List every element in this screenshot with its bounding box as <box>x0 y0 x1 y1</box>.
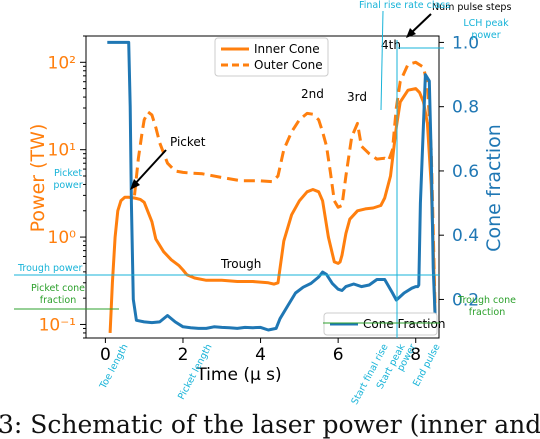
x-tick-label: 8 <box>410 345 421 365</box>
picket-arrowhead <box>130 179 140 190</box>
legend-bottom-box <box>323 312 438 336</box>
left-axis-ticks: 10⁻¹ 10⁰ 10¹ 10² <box>39 35 86 339</box>
left-tick-label: 10⁻¹ <box>39 315 76 335</box>
annotation-2nd: 2nd <box>301 87 324 101</box>
plot-frame <box>85 35 440 339</box>
figure-caption: 3: Schematic of the laser power (inner a… <box>0 410 540 439</box>
x-tick-label: 6 <box>333 345 344 365</box>
right-tick-label: 1.0 <box>452 33 479 53</box>
right-tick-label: 0.6 <box>452 162 479 182</box>
annotation-picket-power-line2: power <box>53 180 82 191</box>
annotation-4th: 4th <box>381 38 401 52</box>
series-line-cone-fraction <box>107 40 437 332</box>
x-tick-label: 0 <box>100 345 111 365</box>
green-annotations: Picket cone fraction Trough cone fractio… <box>14 283 516 324</box>
left-tick-label: 10¹ <box>48 141 76 161</box>
right-tick-label: 0.8 <box>452 98 479 118</box>
final-rise-rate-marker <box>380 10 384 111</box>
pulse-steps-arrowhead <box>406 28 416 38</box>
annotation-lch-peak-power-line2: power <box>471 30 500 41</box>
x-tick-label: 4 <box>255 345 266 365</box>
right-tick-label: 0.4 <box>452 226 479 246</box>
series-line-outer-cone <box>133 60 437 310</box>
picket-arrow-line <box>132 149 167 187</box>
annotation-trough-cone-fraction-line1: Trough cone <box>457 295 516 306</box>
legend-label-cone-fraction: Cone Fraction <box>363 317 445 331</box>
x-tick-label: 2 <box>178 345 189 365</box>
series-layer <box>107 40 437 333</box>
cyan-annotations: Final rise rate class LCH peak power Pic… <box>14 0 509 338</box>
annotation-picket-cone-fraction-line2: fraction <box>40 295 77 306</box>
legend-bottom: Cone Fraction <box>323 312 445 336</box>
x-axis-label: Time (μ s) <box>195 365 281 385</box>
legend-top: Inner Cone Outer Cone <box>214 37 329 77</box>
right-tick-label: 0.2 <box>452 290 479 310</box>
annotation-trough: Trough <box>220 257 261 271</box>
annotation-picket: Picket <box>170 135 206 149</box>
legend-label-outer-cone: Outer Cone <box>254 58 323 72</box>
annotation-picket-power-line1: Picket <box>54 168 82 179</box>
annotation-num-pulse-steps: Num pulse steps <box>432 2 511 13</box>
legend-label-inner-cone: Inner Cone <box>254 42 320 56</box>
right-axis-label: Cone fraction <box>483 124 505 252</box>
left-axis-label: Power (TW) <box>27 124 49 233</box>
series-line-inner-cone <box>108 87 437 333</box>
left-tick-label: 10² <box>48 53 76 73</box>
annotation-3rd: 3rd <box>347 90 367 104</box>
right-axis-ticks: 0.2 0.4 0.6 0.8 1.0 <box>439 33 479 310</box>
pulse-steps-arrow-line <box>409 13 432 35</box>
annotation-trough-power: Trough power <box>17 263 82 274</box>
annotation-picket-cone-fraction-line1: Picket cone <box>31 283 85 294</box>
annotation-final-rise-rate-class: Final rise rate class <box>359 0 450 11</box>
black-annotations: Picket Trough 2nd 3rd 4th Num pulse step… <box>130 2 511 271</box>
annotation-trough-cone-fraction-line2: fraction <box>469 307 506 318</box>
x-axis-ticks: 0 2 4 6 8 <box>100 338 421 365</box>
annotation-lch-peak-power-line1: LCH peak <box>463 18 509 29</box>
left-tick-label: 10⁰ <box>48 228 77 248</box>
